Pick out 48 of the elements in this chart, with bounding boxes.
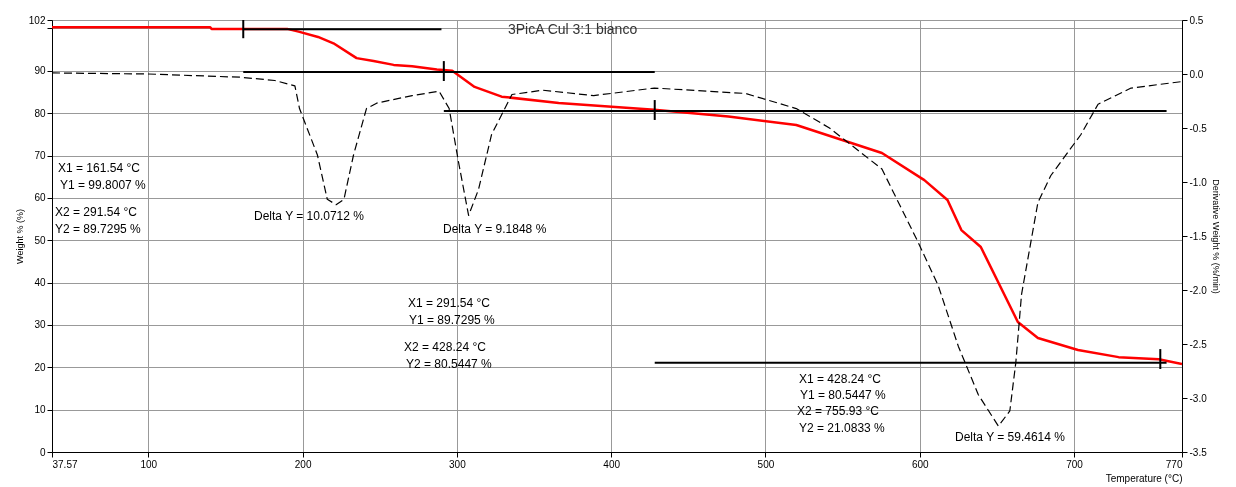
y-tick-label: 40 bbox=[34, 277, 46, 289]
x-tick-label: 200 bbox=[294, 458, 312, 470]
x-axis-title: Temperature (°C) bbox=[1105, 472, 1183, 484]
annotation: Delta Y = 9.1848 % bbox=[443, 222, 547, 236]
x-tick-label: 770 bbox=[1165, 458, 1183, 470]
annotation: Y2 = 80.5447 % bbox=[406, 357, 493, 371]
annotation: Delta Y = 59.4614 % bbox=[955, 430, 1066, 444]
x-tick-label: 700 bbox=[1066, 458, 1084, 470]
annotation: X2 = 755.93 °C bbox=[797, 404, 880, 418]
y-tick-label: 90 bbox=[34, 65, 46, 77]
y-axis-title: Weight % (%) bbox=[14, 209, 25, 264]
x-tick-label: 37.57 bbox=[52, 458, 78, 470]
y-tick-label: 50 bbox=[34, 234, 46, 246]
y2-tick-label: -2.0 bbox=[1189, 284, 1208, 296]
y-tick-label: 80 bbox=[34, 107, 46, 119]
y2-tick-label: -3.5 bbox=[1189, 446, 1208, 458]
annotation: Y1 = 80.5447 % bbox=[800, 388, 887, 402]
y2-tick-label: -0.5 bbox=[1189, 122, 1208, 134]
y-tick-label: 70 bbox=[34, 150, 46, 162]
chart-title: 3PicA Cul 3:1 bianco bbox=[508, 21, 638, 37]
y-tick-label: 0 bbox=[39, 446, 46, 458]
annotation: X1 = 161.54 °C bbox=[58, 161, 141, 175]
y2-tick-label: -1.0 bbox=[1189, 176, 1208, 188]
annotation: X2 = 291.54 °C bbox=[55, 205, 138, 219]
annotation: Y1 = 89.7295 % bbox=[409, 313, 496, 327]
y2-tick-label: 0.5 bbox=[1189, 14, 1204, 26]
x-tick-label: 500 bbox=[757, 458, 775, 470]
annotation: X1 = 291.54 °C bbox=[408, 296, 491, 310]
y2-tick-label: -1.5 bbox=[1189, 230, 1208, 242]
annotation: X1 = 428.24 °C bbox=[799, 372, 882, 386]
x-tick-label: 400 bbox=[603, 458, 621, 470]
y-tick-label: 60 bbox=[34, 192, 46, 204]
y-tick-label: 10 bbox=[34, 404, 46, 416]
annotation: X2 = 428.24 °C bbox=[404, 340, 487, 354]
x-tick-label: 600 bbox=[911, 458, 929, 470]
annotation: Y2 = 21.0833 % bbox=[799, 421, 886, 435]
y-tick-label: 20 bbox=[34, 361, 46, 373]
y2-axis-title: Derivative Weight % (%/min) bbox=[1210, 179, 1221, 294]
y2-tick-label: -2.5 bbox=[1189, 338, 1208, 350]
annotation: Y1 = 99.8007 % bbox=[60, 178, 147, 192]
annotation: Delta Y = 10.0712 % bbox=[254, 209, 365, 223]
x-tick-label: 100 bbox=[140, 458, 158, 470]
x-tick-label: 300 bbox=[449, 458, 467, 470]
y-tick-label: 30 bbox=[34, 319, 46, 331]
annotation: Y2 = 89.7295 % bbox=[55, 222, 142, 236]
y-tick-label: 102 bbox=[28, 14, 46, 26]
y2-tick-label: 0.0 bbox=[1189, 68, 1204, 80]
y2-tick-label: -3.0 bbox=[1189, 392, 1208, 404]
